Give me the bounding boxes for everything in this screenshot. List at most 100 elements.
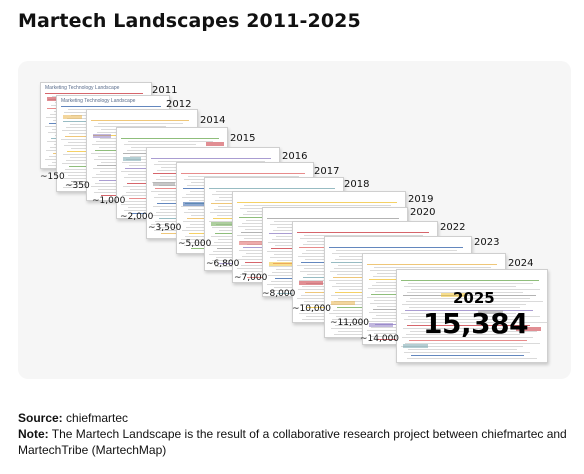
count-label: ~150: [40, 172, 65, 182]
count-label: ~5,000: [178, 239, 212, 249]
count-label: ~3,500: [148, 223, 182, 233]
source-label: Source:: [18, 411, 63, 425]
slide-texture: [404, 352, 530, 353]
slide-texture: [374, 267, 491, 268]
slide-texture: [188, 176, 299, 177]
slide-header: Marketing Technology Landscape: [61, 98, 136, 104]
slide-texture: [121, 138, 219, 139]
count-label: ~2,000: [120, 212, 154, 222]
count-label: ~11,000: [330, 318, 370, 328]
count-label: ~350: [65, 181, 90, 191]
slide-texture: [98, 123, 183, 124]
slide-texture: [237, 202, 397, 203]
slide-texture: [128, 141, 213, 142]
count-label: ~7,000: [234, 273, 268, 283]
slide-texture: [410, 331, 537, 332]
slide-texture: [408, 316, 540, 317]
slide-block: [331, 301, 356, 305]
slide-texture: [402, 337, 533, 338]
slide-header: Marketing Technology Landscape: [45, 85, 120, 91]
slide-texture: [403, 295, 536, 296]
slide-texture: [401, 313, 516, 314]
source-text: chiefmartec: [62, 411, 129, 425]
slide-block: [205, 142, 224, 146]
count-label: ~1,000: [92, 196, 126, 206]
slide-texture: [409, 307, 520, 308]
slide-texture: [411, 355, 524, 356]
slide-texture: [411, 289, 540, 290]
year-label: 2012: [166, 99, 192, 110]
slide-texture: [297, 232, 429, 233]
slide-texture: [401, 280, 539, 281]
slide-block: [269, 262, 293, 266]
count-label: ~6,800: [206, 259, 240, 269]
highlight-count: 15,384: [423, 307, 529, 340]
year-label: 2024: [508, 258, 534, 269]
slide-block: [478, 310, 503, 314]
year-label: 2016: [282, 151, 308, 162]
slide-texture: [409, 340, 527, 341]
footer: Source: chiefmartec Note: The Martech La…: [18, 410, 568, 458]
slide-texture: [151, 158, 271, 159]
slide-texture: [61, 106, 161, 107]
slide-texture: [402, 304, 526, 305]
landscape-chart: Marketing Technology Landscape 2011 ~150 Ma…: [18, 61, 571, 379]
slide-texture: [406, 301, 543, 302]
slide-block: [153, 182, 175, 186]
note-line: Note: The Martech Landscape is the resul…: [18, 426, 568, 458]
slide-texture: [410, 298, 530, 299]
slide-texture: [404, 286, 516, 287]
slide-texture: [404, 319, 523, 320]
slide-texture: [407, 358, 537, 359]
slide-texture: [94, 126, 166, 127]
year-label: 2015: [230, 133, 256, 144]
slide-texture: [336, 250, 457, 251]
landscape-slide-2025: [396, 269, 548, 363]
slide-texture: [403, 328, 513, 329]
slide-texture: [408, 283, 533, 284]
year-label: 2017: [314, 166, 340, 177]
slide-block: [239, 241, 268, 245]
count-label: ~10,000: [292, 304, 332, 314]
slide-texture: [407, 292, 523, 293]
slide-texture: [407, 325, 530, 326]
slide-texture: [401, 346, 523, 347]
slide-texture: [244, 205, 391, 206]
slide-block: [403, 344, 428, 348]
slide-texture: [181, 173, 305, 174]
page-title: Martech Landscapes 2011-2025: [18, 10, 361, 32]
slide-block: [93, 134, 112, 138]
slide-block: [369, 323, 393, 327]
source-line: Source: chiefmartec: [18, 410, 568, 426]
slide-block: [183, 202, 206, 206]
note-text: The Martech Landscape is the result of a…: [18, 427, 567, 457]
note-label: Note:: [18, 427, 49, 441]
slide-texture: [45, 93, 143, 94]
slide-texture: [209, 188, 335, 189]
year-label: 2018: [344, 179, 370, 190]
slide-texture: [408, 349, 517, 350]
slide-texture: [124, 144, 196, 145]
year-label: 2020: [410, 207, 436, 218]
slide-texture: [405, 343, 540, 344]
slide-texture: [91, 120, 189, 121]
slide-block: [515, 327, 541, 331]
slide-texture: [329, 247, 463, 248]
slide-texture: [406, 334, 520, 335]
year-label: 2011: [152, 85, 178, 96]
slide-texture: [267, 218, 399, 219]
slide-texture: [405, 310, 533, 311]
slide-block: [299, 281, 323, 285]
slide-texture: [304, 235, 423, 236]
slide-texture: [158, 161, 265, 162]
slide-block: [211, 222, 234, 226]
slide-block: [440, 293, 466, 297]
slide-block: [63, 115, 82, 119]
count-label: ~8,000: [262, 289, 296, 299]
slide-block: [123, 157, 142, 161]
year-label: 2019: [408, 194, 434, 205]
highlight-year: 2025: [453, 289, 495, 307]
year-label: 2022: [440, 222, 466, 233]
year-label: 2014: [200, 115, 226, 126]
count-label: ~14,000: [360, 334, 400, 344]
